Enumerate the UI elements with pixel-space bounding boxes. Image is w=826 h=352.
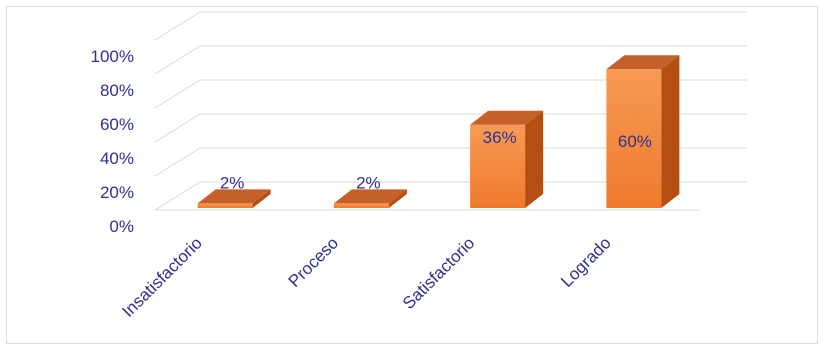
data-label: 2% [356, 173, 381, 192]
y-tick-label: 20% [100, 183, 134, 202]
category-label: Logrado [557, 233, 615, 291]
gridline-side [154, 11, 201, 41]
category-label: Insatisfactorio [118, 233, 206, 321]
data-label: 36% [483, 128, 517, 147]
bar [470, 110, 544, 208]
y-tick-label: 60% [100, 115, 134, 134]
bar [197, 189, 271, 208]
bar-front [333, 203, 389, 208]
category-label: Satisfactorio [399, 233, 479, 313]
data-labels: 2% 2% 36% 60% [220, 128, 652, 193]
data-label: 60% [618, 132, 652, 151]
y-tick-label: 0% [109, 217, 134, 236]
y-tick-label: 100% [91, 47, 134, 66]
bar-top [197, 189, 271, 204]
bar-side [252, 189, 271, 208]
gridline-side [154, 79, 201, 109]
category-label: Proceso [285, 233, 343, 291]
y-tick-label: 40% [100, 149, 134, 168]
data-label: 2% [220, 173, 245, 192]
bar-side [525, 110, 544, 208]
y-axis-ticks: 0% 20% 40% 60% 80% 100% [91, 47, 134, 236]
gridline-side [154, 113, 201, 143]
bar-top [606, 55, 680, 70]
bars [197, 55, 680, 208]
bar-side [661, 55, 680, 208]
bar-front [606, 69, 662, 208]
bar-top [333, 189, 407, 204]
bar-front [197, 203, 253, 208]
bar-front [470, 124, 526, 208]
x-axis-categories: Insatisfactorio Proceso Satisfactorio Lo… [118, 233, 614, 321]
chart-frame [6, 6, 818, 344]
bar [333, 189, 407, 208]
bar-side [388, 189, 407, 208]
bar-top [470, 110, 544, 125]
bar [606, 55, 680, 208]
y-tick-label: 80% [100, 81, 134, 100]
gridline-side [154, 45, 201, 75]
gridline-side [154, 147, 201, 177]
gridline-side [154, 181, 201, 211]
